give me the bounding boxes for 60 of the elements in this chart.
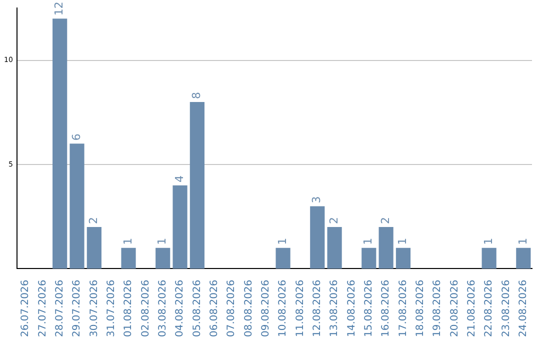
x-tick-label: 29.07.2026 bbox=[72, 280, 83, 338]
x-tick-label: 23.08.2026 bbox=[500, 280, 512, 338]
bar bbox=[362, 248, 376, 269]
x-tick-label: 01.08.2026 bbox=[123, 280, 134, 338]
bar bbox=[482, 248, 496, 269]
data-label: 1 bbox=[276, 238, 289, 245]
x-tick-label: 02.08.2026 bbox=[140, 280, 152, 338]
bar bbox=[121, 248, 136, 269]
x-tick-label: 28.07.2026 bbox=[54, 280, 66, 338]
data-label: 2 bbox=[87, 217, 100, 224]
x-tick-label: 06.08.2026 bbox=[208, 280, 220, 338]
x-tick-label: 17.08.2026 bbox=[398, 280, 409, 338]
data-label: 1 bbox=[121, 238, 134, 245]
x-tick-label: 26.07.2026 bbox=[20, 280, 32, 338]
x-tick-label: 16.08.2026 bbox=[380, 280, 392, 338]
x-tick-label: 04.08.2026 bbox=[174, 280, 186, 338]
data-label: 12 bbox=[52, 2, 66, 16]
bar bbox=[86, 227, 102, 269]
x-tick-label: 24.08.2026 bbox=[518, 280, 530, 338]
bar bbox=[310, 206, 325, 269]
bar bbox=[327, 227, 342, 269]
data-label: 3 bbox=[310, 196, 324, 204]
bar bbox=[70, 144, 84, 269]
bar bbox=[52, 18, 68, 269]
x-tick-label: 03.08.2026 bbox=[157, 280, 168, 338]
x-tick-label: 08.08.2026 bbox=[243, 280, 254, 338]
data-label: 2 bbox=[378, 217, 392, 224]
data-label: 1 bbox=[396, 238, 410, 245]
bar bbox=[516, 248, 531, 269]
x-tick-label: 07.08.2026 bbox=[226, 280, 238, 338]
data-label: 1 bbox=[516, 238, 530, 245]
x-tick-label: 12.08.2026 bbox=[312, 280, 323, 338]
x-tick-label: 09.08.2026 bbox=[260, 280, 272, 338]
x-tick-label: 27.07.2026 bbox=[37, 280, 48, 338]
bar bbox=[172, 185, 188, 269]
data-label: 1 bbox=[482, 238, 495, 245]
x-tick-label: 21.08.2026 bbox=[466, 280, 478, 338]
data-label: 2 bbox=[327, 217, 340, 224]
x-tick-label: 05.08.2026 bbox=[192, 280, 203, 338]
bar bbox=[396, 248, 411, 269]
bar bbox=[276, 248, 290, 269]
data-label: 4 bbox=[172, 175, 186, 182]
data-label: 6 bbox=[70, 134, 83, 141]
x-tick-label: 15.08.2026 bbox=[363, 280, 374, 338]
data-label: 1 bbox=[156, 238, 169, 245]
x-tick-label: 10.08.2026 bbox=[278, 280, 289, 338]
x-tick-label: 22.08.2026 bbox=[484, 280, 495, 338]
bar bbox=[378, 227, 394, 269]
x-tick-label: 18.08.2026 bbox=[414, 280, 426, 338]
data-label: 8 bbox=[190, 92, 204, 99]
x-tick-label: 30.07.2026 bbox=[88, 280, 100, 338]
x-tick-label: 20.08.2026 bbox=[449, 280, 460, 338]
data-label: 1 bbox=[362, 238, 375, 245]
x-tick-label: 13.08.2026 bbox=[329, 280, 340, 338]
x-tick-label: 31.07.2026 bbox=[106, 280, 117, 338]
x-tick-label: 11.08.2026 bbox=[294, 280, 306, 338]
x-tick-label: 14.08.2026 bbox=[346, 280, 358, 338]
bar bbox=[190, 102, 204, 269]
x-tick-label: 19.08.2026 bbox=[432, 280, 444, 338]
bar bbox=[156, 248, 170, 269]
